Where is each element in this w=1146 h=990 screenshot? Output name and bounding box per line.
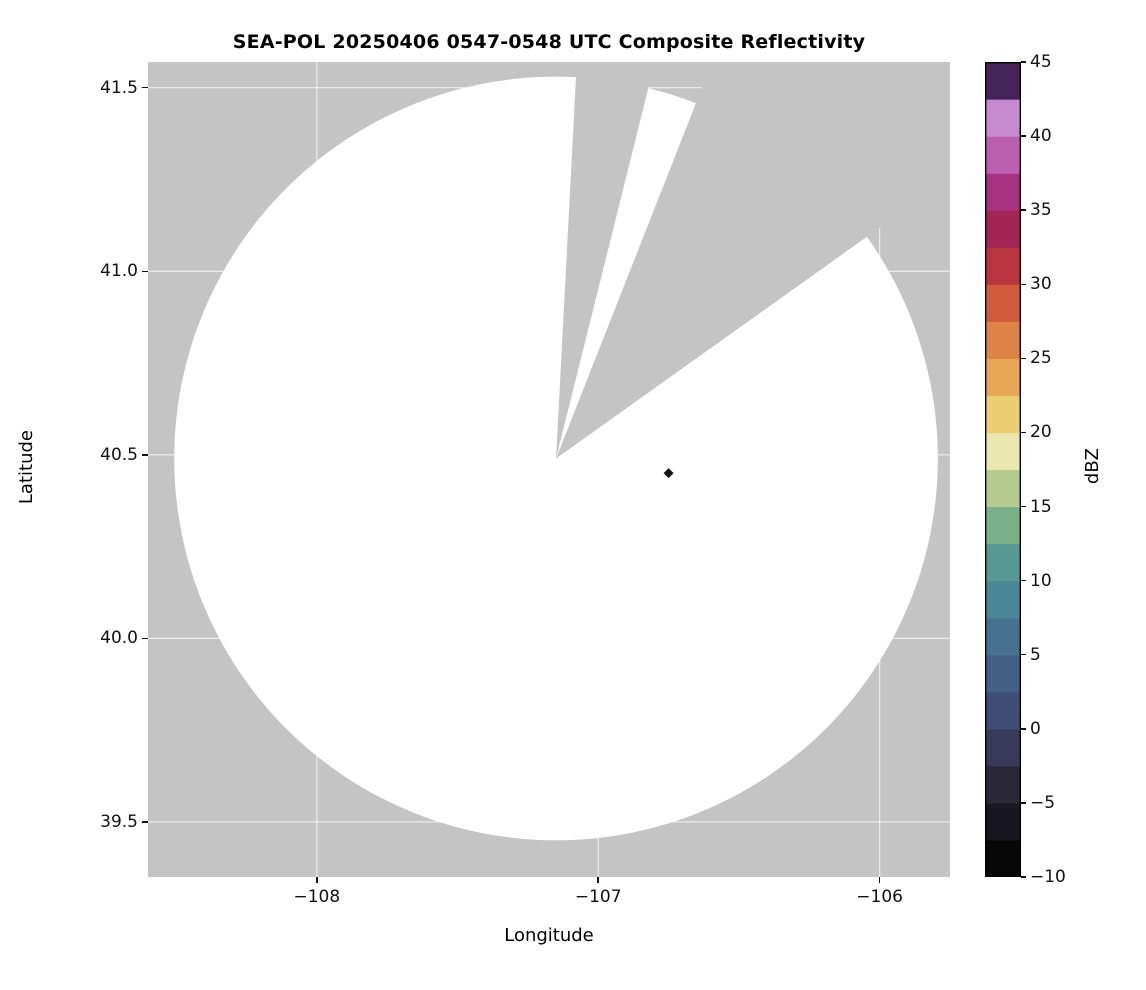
colorbar-tick-label: 0 xyxy=(1030,718,1041,739)
colorbar-tick-label: 45 xyxy=(1030,52,1052,72)
x-axis-label: Longitude xyxy=(504,925,594,946)
colorbar-segment xyxy=(985,321,1021,359)
colorbar-segment xyxy=(985,136,1021,174)
colorbar-outline xyxy=(984,61,1021,877)
colorbar-tick-mark xyxy=(1021,802,1026,804)
plot-svg xyxy=(148,62,950,877)
colorbar-tick-mark xyxy=(1021,653,1026,656)
colorbar-segment xyxy=(985,99,1021,137)
colorbar-tick-label: 15 xyxy=(1030,496,1052,517)
y-tick-label: 40.5 xyxy=(100,444,138,465)
colorbar-tick-label: 25 xyxy=(1030,348,1052,369)
colorbar-segment xyxy=(985,765,1021,804)
colorbar-segment xyxy=(985,802,1021,841)
y-axis-label: Latitude xyxy=(16,430,37,505)
colorbar-segment xyxy=(985,210,1021,248)
colorbar-segment xyxy=(985,62,1021,100)
colorbar-tick-label: −10 xyxy=(1030,867,1066,887)
colorbar-tick-mark xyxy=(1021,579,1026,582)
colorbar-label: dBZ xyxy=(1082,448,1103,485)
colorbar-tick-mark xyxy=(1021,209,1026,211)
y-tick-mark xyxy=(142,86,148,89)
colorbar-segment xyxy=(985,543,1021,582)
y-tick-mark xyxy=(142,270,148,272)
colorbar-segment xyxy=(985,247,1021,285)
colorbar-tick-label: 20 xyxy=(1030,422,1052,443)
colorbar-segment xyxy=(985,284,1021,322)
colorbar-segment xyxy=(985,395,1021,434)
x-tick-mark xyxy=(316,877,318,883)
colorbar-segment xyxy=(985,839,1021,878)
colorbar-tick-label: −5 xyxy=(1030,792,1056,813)
y-tick-mark xyxy=(142,454,148,456)
colorbar-segment xyxy=(985,506,1021,545)
colorbar-tick-mark xyxy=(1021,505,1026,508)
x-tick-mark xyxy=(878,877,881,883)
y-tick-label: 39.5 xyxy=(100,811,138,832)
missing-data-sector xyxy=(556,62,655,459)
colorbar-svg xyxy=(984,61,1021,878)
colorbar-tick-label: 40 xyxy=(1030,126,1052,147)
colorbar-tick-label: 35 xyxy=(1030,200,1052,221)
colorbar-tick-mark xyxy=(1021,135,1026,137)
colorbar-tick-mark xyxy=(1021,728,1026,730)
x-tick-label: −107 xyxy=(574,887,622,907)
x-tick-mark xyxy=(597,877,599,883)
colorbar-tick-mark xyxy=(1021,431,1026,434)
y-tick-label: 41.0 xyxy=(100,261,138,282)
colorbar-segment xyxy=(985,691,1021,730)
y-tick-label: 41.5 xyxy=(100,77,138,98)
y-tick-mark xyxy=(142,821,148,823)
colorbar-tick-mark xyxy=(1021,357,1026,360)
colorbar-segment xyxy=(985,432,1021,471)
chart-title: SEA-POL 20250406 0547-0548 UTC Composite… xyxy=(232,31,866,53)
colorbar-segment xyxy=(985,173,1021,211)
colorbar-segment xyxy=(985,654,1021,693)
colorbar-segment xyxy=(985,617,1021,656)
y-tick-label: 40.0 xyxy=(100,628,138,649)
x-tick-label: −108 xyxy=(293,887,341,907)
x-tick-label: −106 xyxy=(856,887,903,907)
missing-data-sector xyxy=(556,62,950,459)
colorbar-tick-mark xyxy=(1021,283,1026,286)
colorbar-tick-mark xyxy=(1021,876,1026,878)
colorbar-segment xyxy=(985,469,1021,508)
colorbar-segment xyxy=(985,358,1021,397)
colorbar-tick-label: 10 xyxy=(1030,570,1052,591)
colorbar-tick-label: 30 xyxy=(1030,274,1052,295)
y-tick-mark xyxy=(142,637,148,640)
colorbar-tick-mark xyxy=(1021,61,1026,63)
colorbar-segment xyxy=(985,580,1021,619)
colorbar-tick-label: 5 xyxy=(1030,644,1041,665)
plot-area xyxy=(148,62,950,877)
colorbar xyxy=(984,61,1021,878)
reflectivity-point-marker xyxy=(663,468,674,479)
colorbar-segment xyxy=(985,728,1021,767)
